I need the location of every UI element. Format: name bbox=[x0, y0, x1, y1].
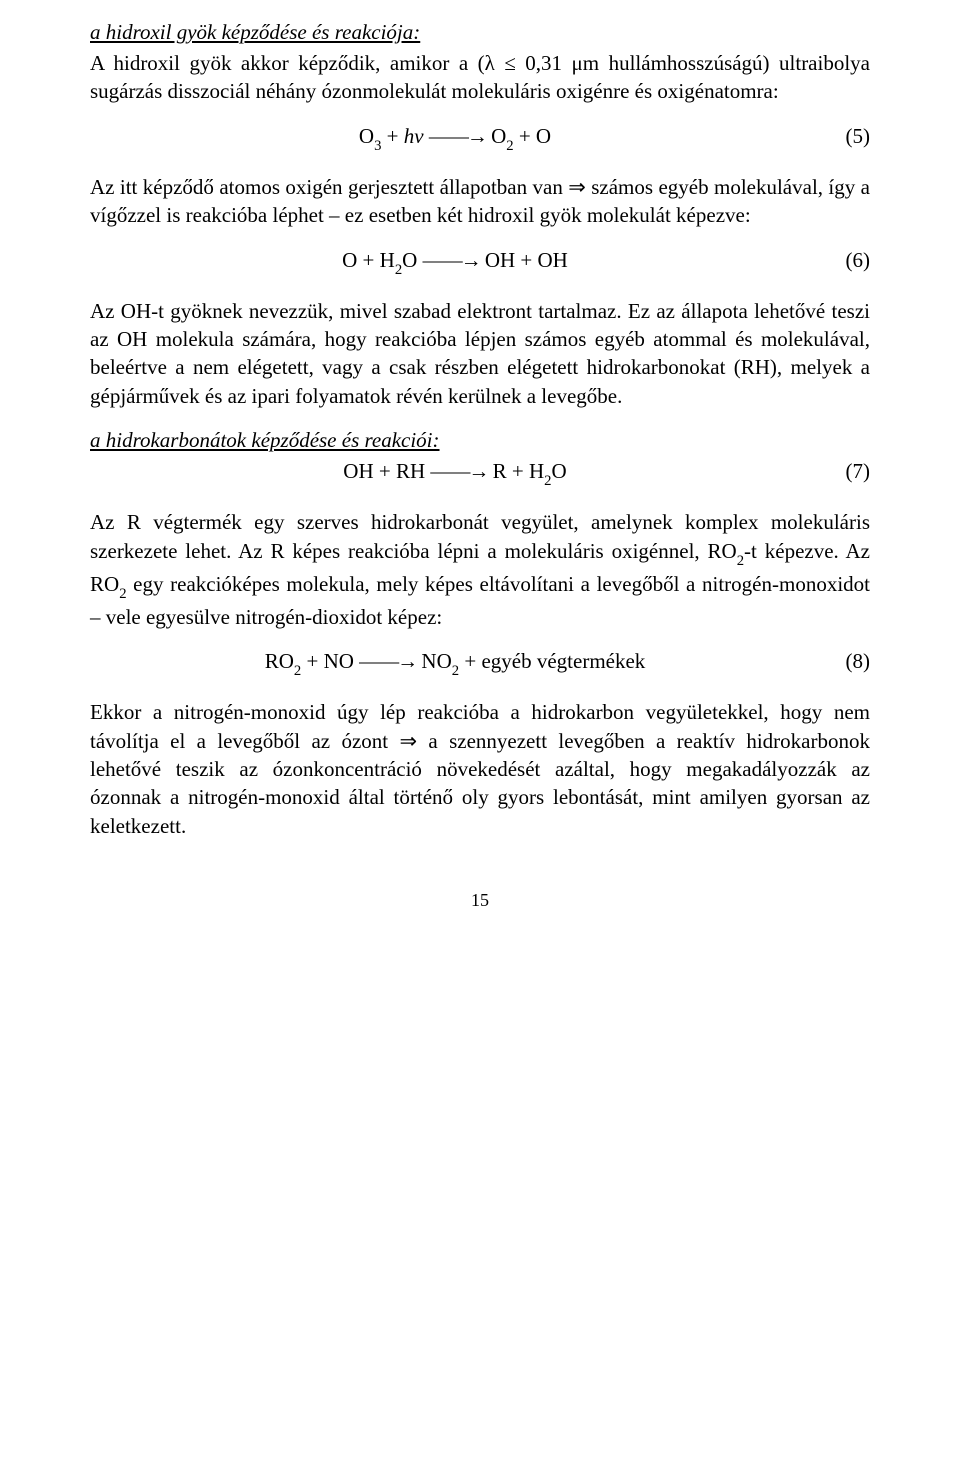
paragraph: Az OH-t gyöknek nevezzük, mivel szabad e… bbox=[90, 297, 870, 410]
equation-num: (7) bbox=[820, 459, 870, 484]
section-heading: a hidrokarbonátok képződése és reakciói: bbox=[90, 428, 870, 453]
equation-expr: RO2 + NO ——→ NO2 + egyéb végtermékek bbox=[90, 649, 820, 678]
equation-row: O3 + hv ——→ O2 + O (5) bbox=[90, 124, 870, 153]
equation-row: OH + RH ——→ R + H2O (7) bbox=[90, 459, 870, 488]
paragraph: Az R végtermék egy szerves hidrokarbonát… bbox=[90, 508, 870, 631]
section-heading: a hidroxil gyök képződése és reakciója: bbox=[90, 20, 870, 45]
equation-row: RO2 + NO ——→ NO2 + egyéb végtermékek (8) bbox=[90, 649, 870, 678]
equation-expr: OH + RH ——→ R + H2O bbox=[90, 459, 820, 488]
page-number: 15 bbox=[90, 890, 870, 911]
equation-num: (5) bbox=[820, 124, 870, 149]
paragraph: Az itt képződő atomos oxigén gerjesztett… bbox=[90, 173, 870, 230]
text: Az itt képződő atomos oxigén gerjesztett… bbox=[90, 175, 568, 199]
equation-num: (8) bbox=[820, 649, 870, 674]
paragraph: Ekkor a nitrogén-monoxid úgy lép reakció… bbox=[90, 698, 870, 840]
equation-row: O + H2O ——→ OH + OH (6) bbox=[90, 248, 870, 277]
equation-expr: O3 + hv ——→ O2 + O bbox=[90, 124, 820, 153]
equation-expr: O + H2O ——→ OH + OH bbox=[90, 248, 820, 277]
double-arrow-icon: ⇒ bbox=[568, 175, 586, 199]
equation-num: (6) bbox=[820, 248, 870, 273]
double-arrow-icon: ⇒ bbox=[399, 729, 417, 753]
paragraph: A hidroxil gyök akkor képződik, amikor a… bbox=[90, 49, 870, 106]
